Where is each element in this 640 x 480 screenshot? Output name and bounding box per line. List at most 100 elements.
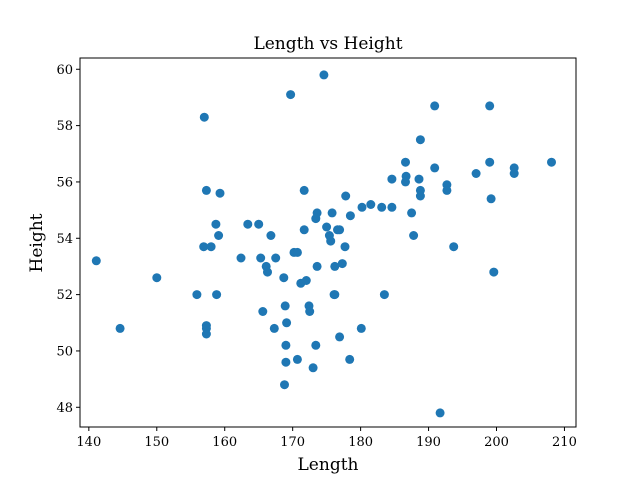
data-point (312, 261, 322, 271)
y-tick-label: 54 (56, 232, 73, 247)
data-point (266, 231, 276, 240)
data-point (311, 340, 321, 350)
data-point (254, 219, 264, 229)
data-point (211, 219, 221, 229)
data-point (115, 323, 125, 333)
data-point (337, 259, 347, 269)
data-point (258, 307, 268, 316)
data-point (215, 188, 225, 198)
x-tick-label: 200 (484, 435, 509, 450)
data-point (308, 363, 318, 373)
y-axis-ticks: 48 50 52 54 56 58 60 (56, 63, 80, 416)
data-point (282, 318, 292, 328)
data-point (330, 261, 340, 271)
plot-frame (79, 57, 577, 428)
data-point (281, 340, 291, 350)
x-tick-label: 170 (280, 435, 305, 450)
data-point (91, 256, 101, 266)
data-point (377, 202, 387, 212)
data-point (401, 157, 410, 167)
data-point (401, 177, 410, 187)
y-axis-label: Height (27, 213, 47, 272)
data-point (442, 185, 452, 195)
data-point (366, 200, 376, 209)
data-point (263, 267, 272, 277)
y-tick-label: 48 (56, 401, 73, 416)
data-point (301, 276, 311, 285)
data-point (243, 219, 253, 229)
data-point (327, 208, 337, 218)
data-point (271, 253, 281, 263)
data-point (356, 323, 366, 333)
x-axis-label: Length (298, 455, 359, 475)
y-tick-label: 52 (56, 288, 73, 303)
data-point (489, 267, 499, 277)
data-point (509, 169, 519, 178)
x-tick-label: 150 (144, 435, 169, 450)
data-point (387, 174, 397, 184)
y-tick-label: 56 (56, 175, 73, 190)
data-point (305, 307, 315, 316)
y-tick-label: 60 (56, 63, 73, 78)
data-point (409, 231, 419, 240)
data-point (322, 222, 332, 232)
x-tick-label: 140 (76, 435, 101, 450)
x-axis-ticks: 140 150 160 170 180 190 200 210 (76, 427, 577, 450)
data-point (435, 408, 445, 418)
data-point (486, 194, 496, 204)
data-point (341, 191, 351, 201)
data-point (192, 290, 202, 300)
data-point (206, 242, 216, 252)
data-point (269, 323, 279, 333)
data-point (214, 231, 224, 240)
data-point (430, 163, 440, 173)
data-point (357, 202, 367, 212)
data-point (547, 157, 556, 167)
data-point (299, 225, 309, 235)
data-point (326, 236, 336, 246)
data-point (292, 354, 302, 364)
data-point (299, 185, 309, 195)
data-point (236, 253, 246, 263)
data-point (286, 90, 296, 100)
y-tick-label: 50 (56, 344, 73, 359)
data-point (485, 101, 495, 111)
data-point (199, 112, 209, 122)
data-point (280, 380, 289, 390)
x-tick-label: 180 (348, 435, 373, 450)
data-point (430, 101, 440, 111)
data-point (199, 242, 209, 252)
data-point (330, 290, 340, 300)
data-point (387, 202, 397, 212)
data-point (256, 253, 266, 263)
data-point (292, 247, 302, 257)
x-tick-label: 190 (416, 435, 441, 450)
data-point (152, 273, 162, 283)
data-point (312, 208, 322, 218)
data-point (485, 157, 495, 167)
data-point (415, 135, 425, 145)
data-point (201, 323, 211, 333)
data-point (379, 290, 389, 300)
x-tick-label: 160 (212, 435, 237, 450)
data-point (414, 174, 424, 184)
x-tick-label: 210 (552, 435, 577, 450)
y-tick-label: 58 (56, 119, 73, 134)
data-point (201, 185, 211, 195)
data-point (345, 211, 355, 221)
data-point (335, 332, 345, 342)
data-points (91, 70, 556, 418)
data-point (279, 273, 289, 283)
data-point (281, 357, 291, 367)
data-point (407, 208, 417, 218)
data-point (340, 242, 350, 252)
chart-title: Length vs Height (253, 34, 402, 54)
data-point (449, 242, 459, 252)
data-point (415, 191, 425, 201)
data-point (212, 290, 222, 300)
data-point (335, 225, 345, 235)
data-point (471, 169, 481, 178)
data-point (280, 301, 290, 311)
